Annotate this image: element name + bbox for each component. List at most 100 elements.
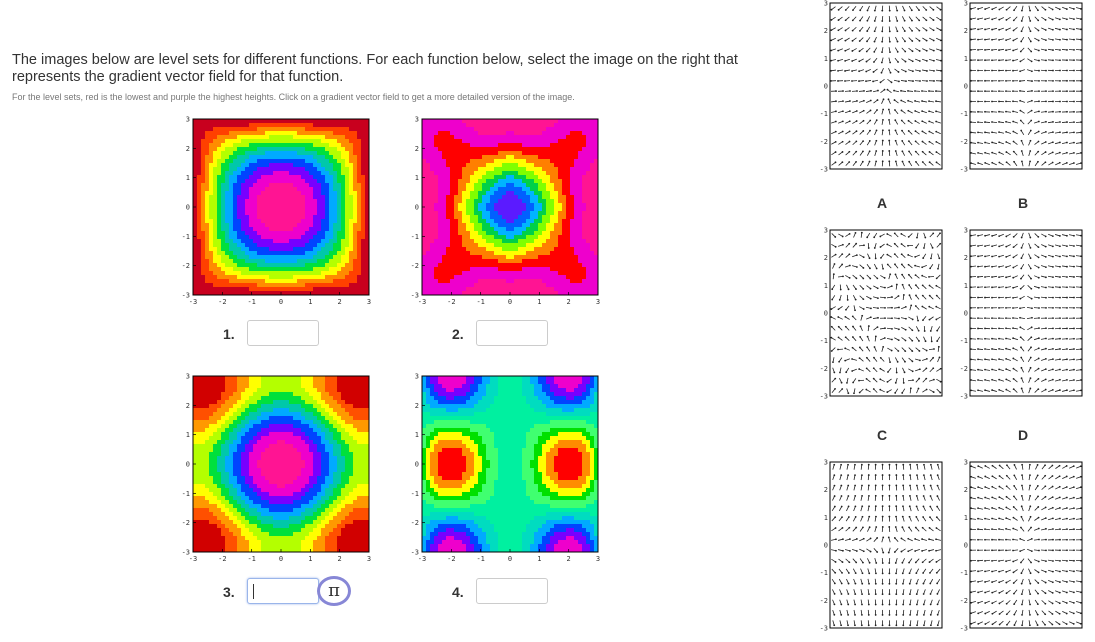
y-tick-label: 3 xyxy=(186,116,190,124)
x-tick-label: -3 xyxy=(189,555,197,563)
vector-field-d[interactable]: -3 -2 -1 0 1 2 3 xyxy=(958,227,1086,402)
vf-y-tick-label: -1 xyxy=(960,569,968,577)
vf-y-tick-label: -2 xyxy=(820,365,828,373)
y-tick-label: 3 xyxy=(415,373,419,381)
vf-y-tick-label: 2 xyxy=(824,27,828,35)
vector-field-b[interactable]: -3 -2 -1 0 1 2 3 xyxy=(958,0,1086,175)
vf-y-tick-label: 0 xyxy=(824,310,828,318)
vf-y-tick-label: 1 xyxy=(824,282,828,290)
x-tick-label: -1 xyxy=(476,298,484,306)
y-tick-label: 1 xyxy=(415,174,419,182)
y-tick-label: -3 xyxy=(411,549,419,557)
vector-field-f[interactable]: -3 -2 -1 0 1 2 3 xyxy=(958,459,1086,634)
vf-y-tick-label: 0 xyxy=(824,83,828,91)
y-tick-label: -2 xyxy=(182,519,190,527)
answer-input-1[interactable] xyxy=(247,320,319,346)
vector-field-a[interactable]: -3 -2 -1 0 1 2 3 xyxy=(818,0,946,175)
x-tick-label: 2 xyxy=(338,298,342,306)
y-tick-label: 2 xyxy=(415,145,419,153)
y-tick-label: 0 xyxy=(415,204,419,212)
x-tick-label: 0 xyxy=(508,555,512,563)
x-tick-label: 1 xyxy=(308,555,312,563)
vf-y-tick-label: 1 xyxy=(964,514,968,522)
vector-field-label-c: C xyxy=(876,427,888,443)
function-number-4: 4. xyxy=(452,584,464,600)
x-tick-label: -2 xyxy=(447,555,455,563)
vf-y-tick-label: -3 xyxy=(820,166,828,174)
x-tick-label: 3 xyxy=(367,555,371,563)
y-tick-label: -3 xyxy=(182,549,190,557)
vf-y-tick-label: 3 xyxy=(964,227,968,235)
vf-y-tick-label: 2 xyxy=(964,254,968,262)
vector-field-c[interactable]: -3 -2 -1 0 1 2 3 xyxy=(818,227,946,402)
y-tick-label: 2 xyxy=(186,402,190,410)
vector-field-e[interactable]: -3 -2 -1 0 1 2 3 xyxy=(818,459,946,634)
function-number-2: 2. xyxy=(452,326,464,342)
vf-y-tick-label: 3 xyxy=(824,0,828,8)
x-tick-label: 3 xyxy=(596,555,600,563)
x-tick-label: -3 xyxy=(418,298,426,306)
y-tick-label: -2 xyxy=(411,262,419,270)
instructions-text: The images below are level sets for diff… xyxy=(12,52,738,85)
x-tick-label: 0 xyxy=(279,555,283,563)
y-tick-label: -2 xyxy=(182,262,190,270)
vf-y-tick-label: 1 xyxy=(964,55,968,63)
vf-y-tick-label: -1 xyxy=(820,110,828,118)
vf-y-tick-label: -3 xyxy=(820,625,828,633)
x-tick-label: -3 xyxy=(189,298,197,306)
vf-y-tick-label: 0 xyxy=(964,542,968,550)
vf-y-tick-label: 3 xyxy=(824,227,828,235)
x-tick-label: 3 xyxy=(367,298,371,306)
y-tick-label: -1 xyxy=(182,490,190,498)
x-tick-label: -2 xyxy=(447,298,455,306)
level-set-plot-2: -3 -3 -2 -2 -1 -1 0 0 1 1 2 2 3 3 xyxy=(404,115,604,315)
y-tick-label: -1 xyxy=(182,233,190,241)
function-number-3: 3. xyxy=(223,584,235,600)
x-tick-label: 3 xyxy=(596,298,600,306)
vf-y-tick-label: 2 xyxy=(824,254,828,262)
y-tick-label: -3 xyxy=(411,292,419,300)
y-tick-label: 1 xyxy=(186,174,190,182)
vf-y-tick-label: 3 xyxy=(964,0,968,8)
x-tick-label: -3 xyxy=(418,555,426,563)
instructions-subtext: For the level sets, red is the lowest an… xyxy=(12,92,575,102)
x-tick-label: 2 xyxy=(338,555,342,563)
vf-y-tick-label: -2 xyxy=(960,597,968,605)
vf-y-tick-label: 0 xyxy=(964,83,968,91)
vf-y-tick-label: -2 xyxy=(960,138,968,146)
y-tick-label: 3 xyxy=(186,373,190,381)
vf-y-tick-label: -3 xyxy=(960,166,968,174)
y-tick-label: 1 xyxy=(415,431,419,439)
answer-input-2[interactable] xyxy=(476,320,548,346)
vf-y-tick-label: -2 xyxy=(820,597,828,605)
vf-y-tick-label: -3 xyxy=(960,625,968,633)
vf-y-tick-label: 1 xyxy=(964,282,968,290)
answer-input-3[interactable] xyxy=(247,578,319,604)
vf-y-tick-label: 3 xyxy=(824,459,828,467)
y-tick-label: 0 xyxy=(186,461,190,469)
answer-input-4[interactable] xyxy=(476,578,548,604)
vf-y-tick-label: 1 xyxy=(824,514,828,522)
vf-y-tick-label: -1 xyxy=(820,569,828,577)
y-tick-label: 1 xyxy=(186,431,190,439)
vf-y-tick-label: 3 xyxy=(964,459,968,467)
x-tick-label: -2 xyxy=(218,298,226,306)
pi-symbol-button[interactable]: π xyxy=(317,576,351,606)
vf-y-tick-label: 2 xyxy=(964,486,968,494)
vector-field-label-a: A xyxy=(876,195,888,211)
x-tick-label: 0 xyxy=(279,298,283,306)
vf-y-tick-label: -1 xyxy=(960,337,968,345)
y-tick-label: -3 xyxy=(182,292,190,300)
vf-y-tick-label: -3 xyxy=(820,393,828,401)
vf-y-tick-label: -2 xyxy=(820,138,828,146)
x-tick-label: 2 xyxy=(567,298,571,306)
y-tick-label: -1 xyxy=(411,233,419,241)
vf-y-tick-label: -3 xyxy=(960,393,968,401)
level-set-plot-4: -3 -3 -2 -2 -1 -1 0 0 1 1 2 2 3 3 xyxy=(404,372,604,572)
vf-y-tick-label: -2 xyxy=(960,365,968,373)
vector-field-label-b: B xyxy=(1017,195,1029,211)
y-tick-label: 3 xyxy=(415,116,419,124)
x-tick-label: 1 xyxy=(308,298,312,306)
vf-y-tick-label: 2 xyxy=(964,27,968,35)
vector-field-label-d: D xyxy=(1017,427,1029,443)
